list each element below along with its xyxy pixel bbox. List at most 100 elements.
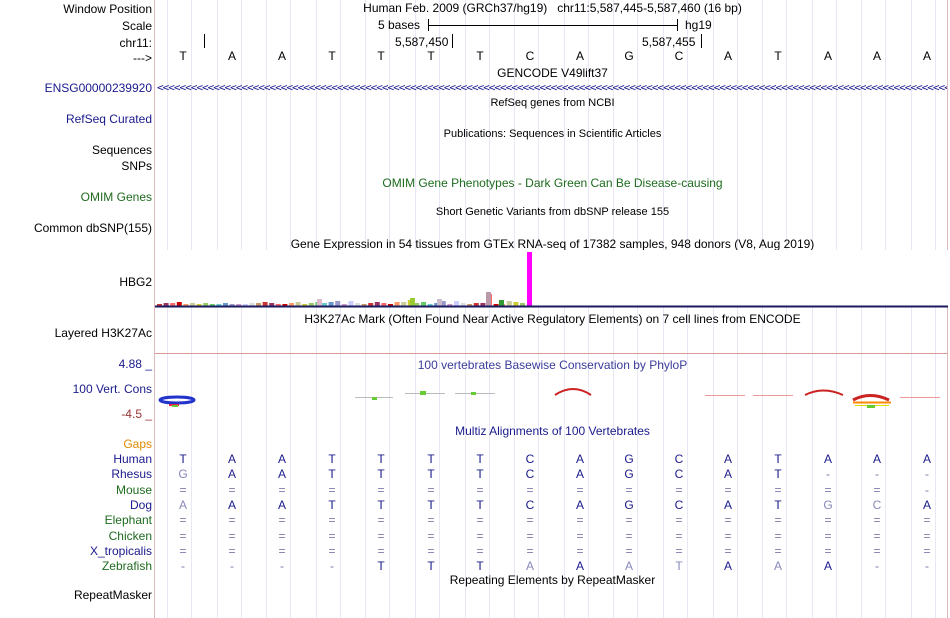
species-label[interactable]: Dog: [129, 498, 152, 512]
gtex-tissue-bar: [190, 303, 195, 306]
alignment-base: C: [674, 452, 684, 466]
phylop-mark: [372, 397, 377, 400]
gaps-label[interactable]: Gaps: [123, 437, 152, 451]
dbsnp-track-title: Short Genetic Variants from dbSNP releas…: [435, 206, 670, 218]
alignment-base: =: [824, 513, 832, 527]
grid-line: [538, 0, 539, 618]
alignment-base: =: [724, 483, 732, 497]
gtex-tissue-bar: [460, 303, 466, 306]
gtex-tissue-bar: [499, 300, 504, 306]
alignment-base: A: [723, 467, 732, 481]
gencode-gene-label[interactable]: ENSG00000239920: [44, 81, 152, 95]
alignment-base: A: [277, 498, 286, 512]
grid-line: [217, 0, 218, 618]
scale-assembly: hg19: [685, 18, 712, 32]
alignment-base: =: [179, 529, 187, 543]
phylop-label[interactable]: 100 Vert. Cons: [72, 382, 152, 396]
alignment-base: T: [427, 498, 435, 512]
reference-base: A: [575, 49, 584, 63]
species-label[interactable]: Elephant: [104, 513, 152, 527]
alignment-base: =: [724, 544, 732, 558]
window-position-value: Human Feb. 2009 (GRCh37/hg19) chr11:5,58…: [363, 1, 742, 15]
grid-line: [489, 0, 490, 618]
refseq-track-title: RefSeq genes from NCBI: [490, 97, 615, 109]
alignment-base: T: [427, 452, 435, 466]
grid-line: [191, 0, 192, 618]
alignment-base: =: [476, 513, 484, 527]
gtex-tissue-bar: [493, 304, 499, 306]
gtex-track-title: Gene Expression in 54 tissues from GTEx …: [290, 237, 815, 251]
alignment-base: A: [823, 452, 832, 466]
dbsnp-label[interactable]: Common dbSNP(155): [33, 221, 152, 235]
gencode-gene-feature[interactable]: <<<<<<<<<<<<<<<<<<<<<<<<<<<<<<<<<<<<<<<<…: [157, 81, 947, 94]
alignment-base: -: [925, 467, 929, 481]
sequences-label[interactable]: Sequences: [91, 143, 152, 157]
phylop-mark: [804, 389, 844, 396]
alignment-base: A: [723, 559, 732, 573]
phylop-track-title: 100 vertebrates Basewise Conservation by…: [417, 358, 688, 372]
species-label[interactable]: Mouse: [115, 483, 152, 497]
alignment-base: A: [575, 467, 584, 481]
species-label[interactable]: X_tropicalis: [89, 544, 152, 558]
alignment-base: C: [525, 452, 535, 466]
alignment-base: T: [179, 452, 187, 466]
gtex-chart-background: [155, 250, 948, 306]
species-label[interactable]: Zebrafish: [101, 559, 152, 573]
chrom-label: chr11:: [119, 36, 152, 50]
gtex-tissue-bar: [473, 303, 479, 306]
gtex-tissue-bar: [427, 304, 433, 306]
grid-line: [786, 0, 787, 618]
gtex-tissue-bar: [368, 303, 374, 306]
alignment-base: C: [525, 467, 535, 481]
ruler-tick: [452, 34, 453, 48]
repeatmasker-label[interactable]: RepeatMasker: [73, 588, 152, 602]
phylop-conservation-plot[interactable]: [155, 383, 948, 413]
ruler-tick: [204, 34, 205, 48]
gtex-tissue-bar: [447, 304, 453, 306]
alignment-base: =: [724, 513, 732, 527]
alignment-base: -: [875, 467, 879, 481]
snps-label[interactable]: SNPs: [121, 159, 152, 173]
gtex-tissue-bar: [262, 302, 268, 306]
gtex-tissue-bar: [282, 304, 288, 306]
alignment-base: =: [873, 513, 881, 527]
label-column-divider: [154, 0, 155, 618]
grid-line: [439, 0, 440, 618]
alignment-base: T: [427, 559, 435, 573]
species-label[interactable]: Human: [113, 452, 152, 466]
alignment-base: C: [674, 498, 684, 512]
alignment-base: T: [476, 559, 484, 573]
gtex-tissue-bar: [183, 304, 189, 306]
alignment-base: =: [576, 483, 584, 497]
species-label[interactable]: Chicken: [108, 529, 152, 543]
alignment-base: =: [625, 483, 633, 497]
alignment-base: G: [823, 498, 833, 512]
gtex-tissue-bar: [341, 304, 347, 306]
alignment-base: =: [228, 529, 236, 543]
alignment-base: T: [427, 467, 435, 481]
phylop-mark: [867, 405, 875, 408]
scale-label: Scale: [121, 19, 152, 33]
multiz-track-title: Multiz Alignments of 100 Vertebrates: [455, 424, 650, 438]
grid-line: [613, 0, 614, 618]
gtex-tissue-bar: [223, 303, 228, 306]
alignment-base: =: [774, 513, 782, 527]
gtex-tissue-bar: [388, 304, 393, 306]
refseq-curated-label[interactable]: RefSeq Curated: [65, 112, 152, 126]
repeatmasker-track-title: Repeating Elements by RepeatMasker: [449, 573, 656, 587]
omim-genes-label[interactable]: OMIM Genes: [80, 190, 152, 204]
alignment-base: =: [228, 513, 236, 527]
alignment-base: C: [872, 498, 882, 512]
gtex-expression-chart[interactable]: [155, 250, 948, 310]
alignment-base: =: [526, 544, 534, 558]
species-label[interactable]: Rhesus: [111, 467, 152, 481]
reference-base: A: [277, 49, 286, 63]
reference-base: A: [823, 49, 832, 63]
h3k27ac-label[interactable]: Layered H3K27Ac: [54, 326, 152, 340]
reference-base: T: [774, 49, 782, 63]
grid-line: [564, 0, 565, 618]
alignment-base: A: [872, 452, 881, 466]
gtex-gene-label[interactable]: HBG2: [119, 275, 152, 289]
alignment-base: =: [873, 483, 881, 497]
alignment-base: =: [427, 529, 435, 543]
